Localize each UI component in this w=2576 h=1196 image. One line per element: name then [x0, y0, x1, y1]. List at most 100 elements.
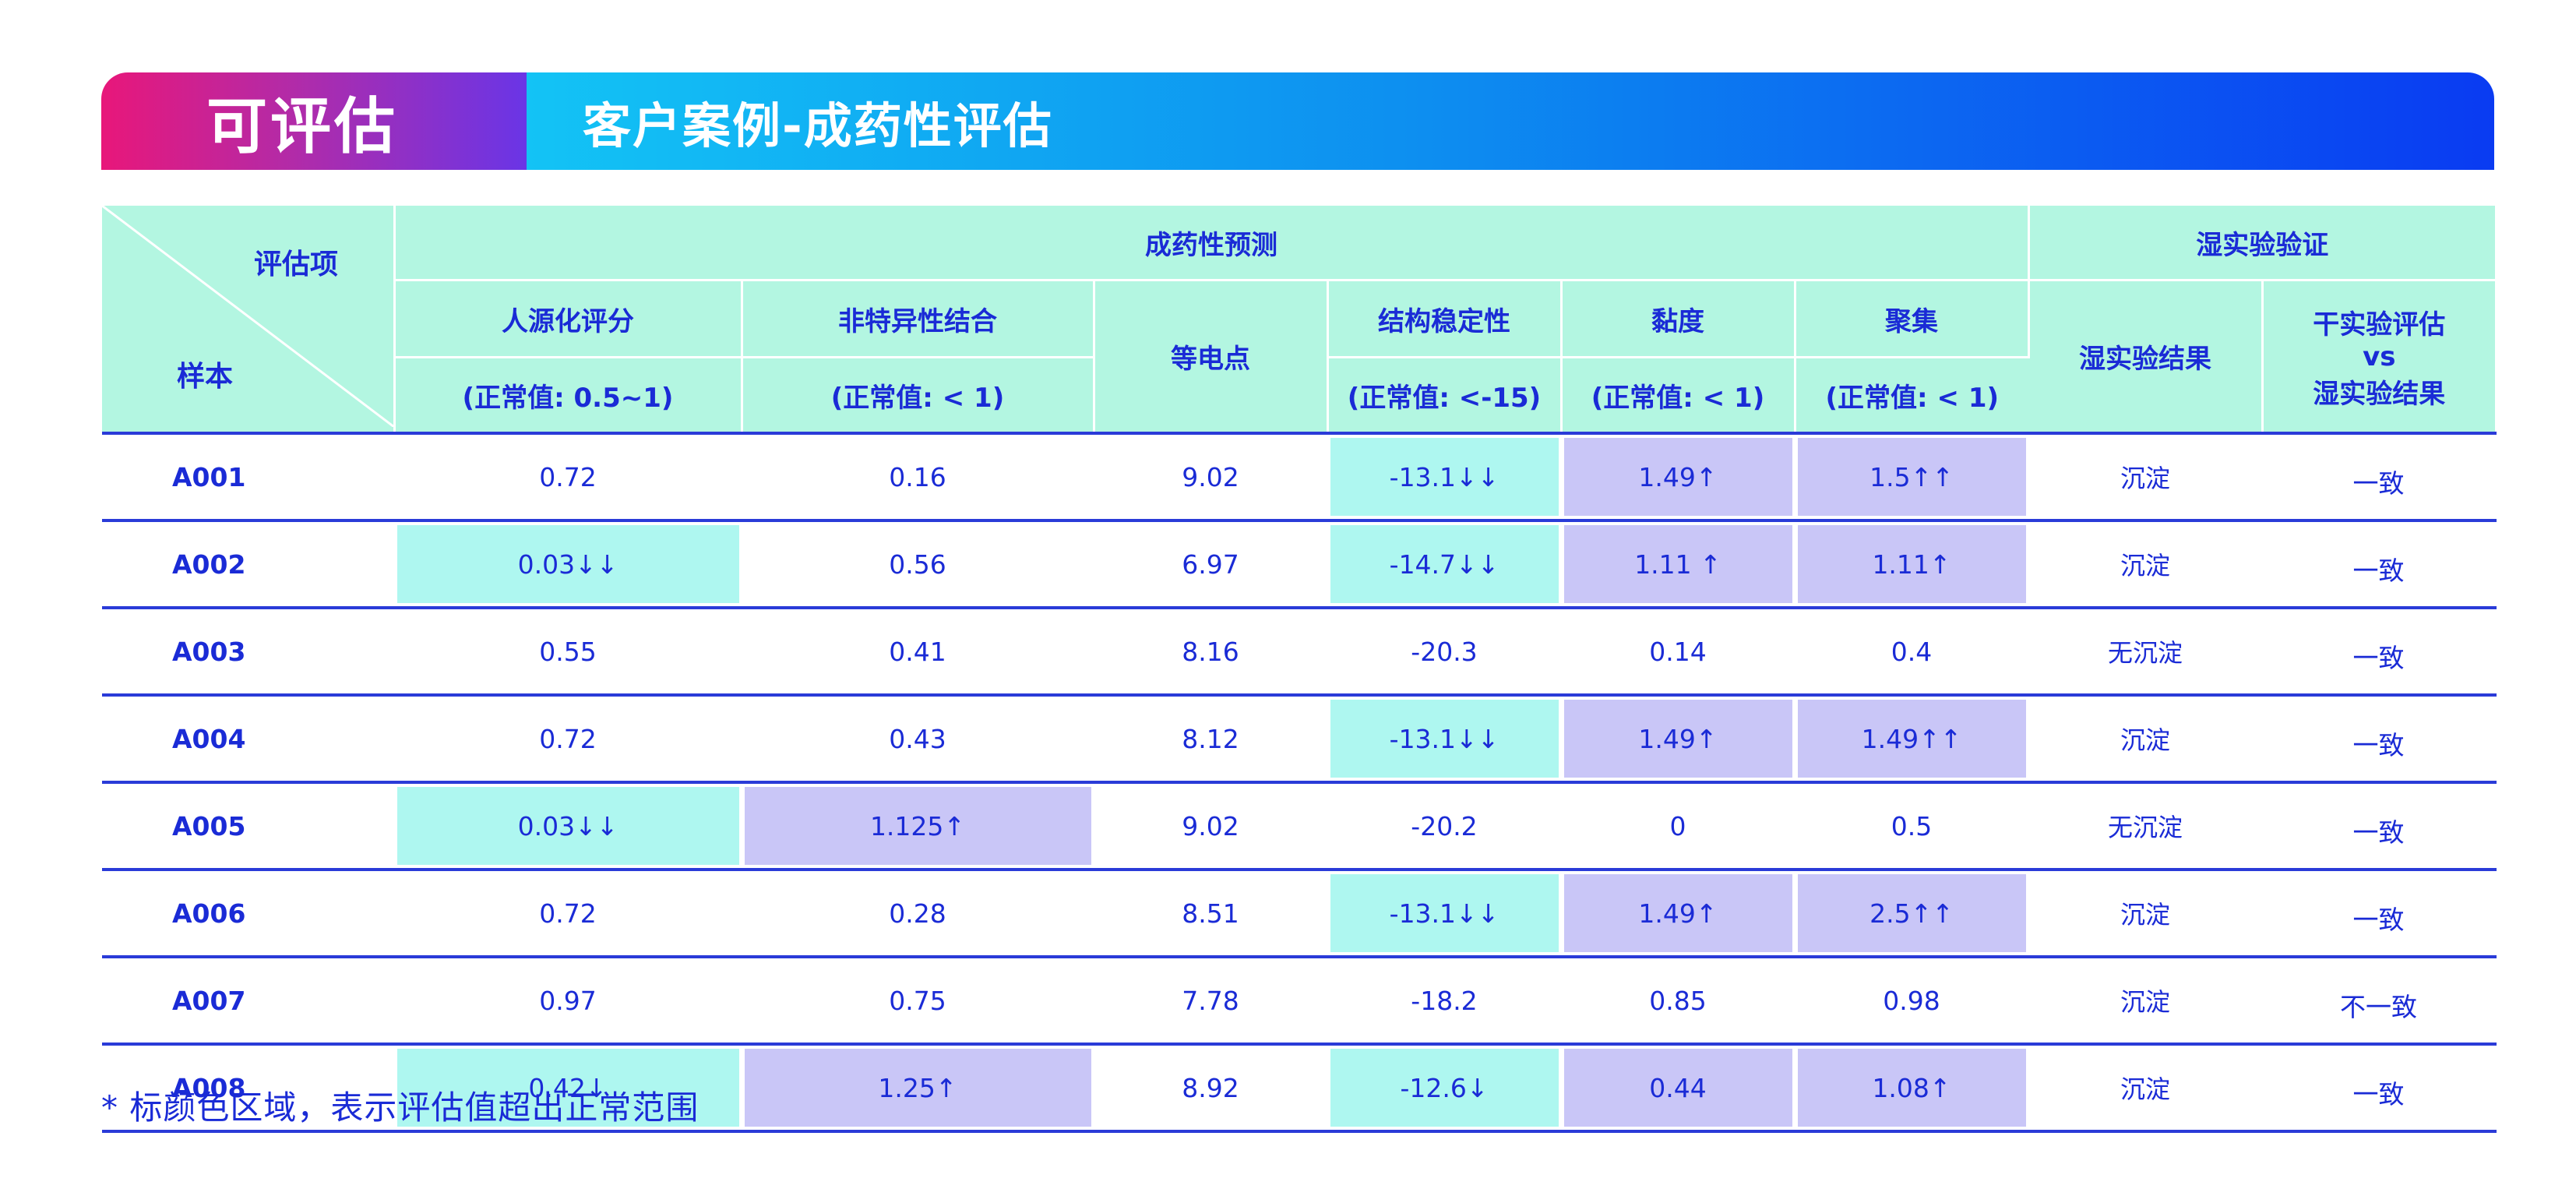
cell-comparison: 一致: [2262, 1044, 2497, 1133]
col-header-aggregation: 聚集: [1795, 280, 2030, 358]
cell-wet-result: 无沉淀: [2028, 608, 2264, 697]
cell-pi: 8.92: [1094, 1044, 1329, 1133]
cell-stability: -20.2: [1327, 782, 1563, 871]
cell-aggregation: 0.4: [1795, 608, 2030, 697]
cell-wet-result: 沉淀: [2028, 1044, 2264, 1133]
banner-right-title: 客户案例-成药性评估: [583, 97, 1053, 154]
table-row: A007 0.97 0.75 7.78 -18.2 0.85 0.98 沉淀 不…: [102, 957, 2497, 1046]
sample-id: A008: [102, 1044, 396, 1133]
cell-viscosity: 1.11 ↑: [1561, 520, 1796, 609]
cell-humanization: 0.03↓↓: [394, 520, 743, 609]
dry-vs-wet-line-3: 湿实验结果: [2313, 378, 2446, 410]
cell-wet-result: 无沉淀: [2028, 782, 2264, 871]
group-header-prediction: 成药性预测: [394, 206, 2030, 281]
cell-humanization: 0.97: [394, 957, 743, 1046]
cell-wet-result: 沉淀: [2028, 957, 2264, 1046]
col-header-wet-result: 湿实验结果: [2028, 280, 2264, 435]
cell-wet-result: 沉淀: [2028, 695, 2264, 784]
cell-stability: -20.3: [1327, 608, 1563, 697]
banner-left: 可评估: [101, 72, 527, 170]
cell-viscosity: 0: [1561, 782, 1796, 871]
cell-comparison: 一致: [2262, 695, 2497, 784]
corner-header: 评估项 样本: [102, 206, 396, 435]
cell-nonspecific: 0.41: [742, 608, 1095, 697]
cell-stability: -13.1↓↓: [1327, 695, 1563, 784]
cell-viscosity: 0.44: [1561, 1044, 1796, 1133]
sample-id: A002: [102, 520, 396, 609]
corner-top-label: 评估项: [254, 249, 339, 280]
cell-stability: -18.2: [1327, 957, 1563, 1046]
footnote: * 标颜色区域，表示评估值超出正常范围: [101, 1088, 700, 1127]
norm-stability: (正常值: <-15): [1327, 357, 1563, 435]
banner-left-title: 可评估: [206, 91, 398, 162]
cell-humanization: 0.55: [394, 608, 743, 697]
col-header-nonspecific: 非特异性结合: [742, 280, 1095, 358]
cell-aggregation: 0.98: [1795, 957, 2030, 1046]
cell-nonspecific: 0.75: [742, 957, 1095, 1046]
table-row: A005 0.03↓↓ 1.125↑ 9.02 -20.2 0 0.5 无沉淀 …: [102, 782, 2497, 871]
cell-wet-result: 沉淀: [2028, 432, 2264, 522]
cell-humanization: 0.72: [394, 695, 743, 784]
group-header-wet: 湿实验验证: [2028, 206, 2496, 281]
table-row: A004 0.72 0.43 8.12 -13.1↓↓ 1.49↑ 1.49↑↑…: [102, 695, 2497, 784]
cell-wet-result: 沉淀: [2028, 520, 2264, 609]
table-row: A006 0.72 0.28 8.51 -13.1↓↓ 1.49↑ 2.5↑↑ …: [102, 870, 2497, 958]
cell-nonspecific: 0.56: [742, 520, 1095, 609]
col-header-stability: 结构稳定性: [1327, 280, 1563, 358]
diagonal-line: [102, 206, 394, 427]
cell-wet-result: 沉淀: [2028, 870, 2264, 958]
corner-bottom-label: 样本: [177, 361, 234, 393]
cell-stability: -14.7↓↓: [1327, 520, 1563, 609]
table-row: A008 0.42↓ 1.25↑ 8.92 -12.6↓ 0.44 1.08↑ …: [102, 1044, 2497, 1133]
cell-stability: -12.6↓: [1327, 1044, 1563, 1133]
cell-comparison: 一致: [2262, 608, 2497, 697]
cell-viscosity: 1.49↑: [1561, 432, 1796, 522]
cell-viscosity: 0.85: [1561, 957, 1796, 1046]
cell-pi: 9.02: [1094, 782, 1329, 871]
cell-pi: 9.02: [1094, 432, 1329, 522]
cell-humanization: 0.42↓: [394, 1044, 743, 1133]
cell-nonspecific: 1.25↑: [742, 1044, 1095, 1133]
norm-humanization: (正常值: 0.5~1): [394, 357, 743, 435]
cell-viscosity: 1.49↑: [1561, 695, 1796, 784]
cell-aggregation: 1.49↑↑: [1795, 695, 2030, 784]
sample-id: A007: [102, 957, 396, 1046]
col-header-viscosity: 黏度: [1561, 280, 1796, 358]
cell-comparison: 一致: [2262, 432, 2497, 522]
col-header-dry-vs-wet: 干实验评估 vs 湿实验结果: [2262, 280, 2496, 435]
cell-viscosity: 0.14: [1561, 608, 1796, 697]
title-banner: 可评估 客户案例-成药性评估: [101, 72, 2494, 170]
cell-aggregation: 0.5: [1795, 782, 2030, 871]
cell-stability: -13.1↓↓: [1327, 870, 1563, 958]
col-header-pi: 等电点: [1094, 280, 1329, 435]
cell-comparison: 一致: [2262, 520, 2497, 609]
sample-id: A004: [102, 695, 396, 784]
cell-humanization: 0.03↓↓: [394, 782, 743, 871]
cell-aggregation: 2.5↑↑: [1795, 870, 2030, 958]
table-row: A003 0.55 0.41 8.16 -20.3 0.14 0.4 无沉淀 一…: [102, 608, 2497, 697]
cell-nonspecific: 0.16: [742, 432, 1095, 522]
cell-humanization: 0.72: [394, 870, 743, 958]
sample-id: A003: [102, 608, 396, 697]
cell-pi: 8.12: [1094, 695, 1329, 784]
cell-viscosity: 1.49↑: [1561, 870, 1796, 958]
norm-nonspecific: (正常值: < 1): [742, 357, 1095, 435]
cell-nonspecific: 1.125↑: [742, 782, 1095, 871]
cell-pi: 8.16: [1094, 608, 1329, 697]
cell-stability: -13.1↓↓: [1327, 432, 1563, 522]
table-row: A001 0.72 0.16 9.02 -13.1↓↓ 1.49↑ 1.5↑↑ …: [102, 432, 2497, 522]
cell-nonspecific: 0.28: [742, 870, 1095, 958]
cell-aggregation: 1.11↑: [1795, 520, 2030, 609]
cell-comparison: 一致: [2262, 870, 2497, 958]
banner-right: 客户案例-成药性评估: [527, 72, 2494, 170]
norm-aggregation: (正常值: < 1): [1795, 357, 2029, 435]
cell-pi: 7.78: [1094, 957, 1329, 1046]
dry-vs-wet-line-1: 干实验评估: [2313, 309, 2446, 340]
assessment-table: 评估项 样本 成药性预测 湿实验验证 人源化评分 非特异性结合 等电点 结构稳定…: [102, 206, 2497, 1133]
cell-aggregation: 1.5↑↑: [1795, 432, 2030, 522]
sample-id: A006: [102, 870, 396, 958]
col-header-humanization: 人源化评分: [394, 280, 743, 358]
cell-pi: 6.97: [1094, 520, 1329, 609]
cell-comparison: 不一致: [2262, 957, 2497, 1046]
sample-id: A001: [102, 432, 396, 522]
